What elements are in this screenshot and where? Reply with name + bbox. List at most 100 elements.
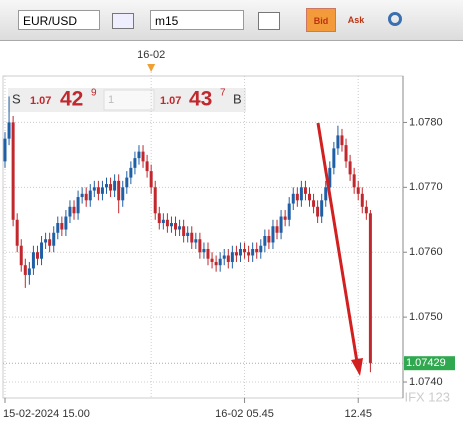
candle-body <box>117 180 121 201</box>
candle-body <box>279 216 283 233</box>
candle-body <box>202 248 206 253</box>
candle-body <box>238 248 242 256</box>
candle-body <box>336 135 340 149</box>
candle-body <box>328 167 332 188</box>
candle-body <box>283 216 287 220</box>
candle-body <box>190 232 194 243</box>
day-marker-label: 16-02 <box>137 49 165 61</box>
lot-input[interactable] <box>103 89 155 111</box>
candle-body <box>344 145 348 162</box>
zoom-icon[interactable] <box>388 12 402 26</box>
buy-pips: 43 <box>189 88 212 111</box>
candle-body <box>194 239 198 243</box>
candle-body <box>316 206 320 217</box>
candle-body <box>251 248 255 256</box>
buy-label: B <box>233 91 242 106</box>
candle-body <box>145 161 149 172</box>
candle-body <box>84 193 88 201</box>
candle-body <box>348 161 352 175</box>
candle-body <box>52 232 56 246</box>
candle-body <box>243 248 247 253</box>
candle-body <box>76 197 80 214</box>
symbol-select[interactable]: EUR/USD <box>18 10 100 30</box>
y-tick-label: 1.0780 <box>409 116 443 128</box>
lot: 1 <box>108 94 114 106</box>
x-tick-label: 16-02 05.45 <box>215 408 274 420</box>
candle-body <box>178 226 182 230</box>
x-tick-label: 15-02-2024 15.00 <box>3 408 90 420</box>
candle-body <box>165 219 169 227</box>
candle-body <box>35 252 39 259</box>
candle-body <box>364 206 368 214</box>
candle-body <box>247 252 251 256</box>
sell-pips: 42 <box>60 88 83 111</box>
candle-body <box>206 248 210 259</box>
timeframe-select[interactable]: m15 <box>150 10 244 30</box>
candle-body <box>368 213 372 364</box>
candle-body <box>320 200 324 217</box>
candle-body <box>340 135 344 146</box>
sell-big-figure: 1.07 <box>30 95 51 107</box>
icon[interactable] <box>112 13 134 29</box>
x-tick-label: 12.45 <box>344 408 372 420</box>
candle-body <box>60 223 64 230</box>
candle-body <box>64 216 68 230</box>
candle-body <box>352 174 356 188</box>
candle-body <box>11 122 15 220</box>
candle-body <box>226 255 230 262</box>
candle-body <box>255 248 259 253</box>
candle-body <box>287 203 291 220</box>
chart-type-icon[interactable] <box>258 12 280 30</box>
watermark: IFX 123 <box>404 389 450 404</box>
toolbar: EUR/USD m15 Bid Ask <box>0 0 463 41</box>
candle-body <box>56 223 60 233</box>
candle-body <box>19 245 23 266</box>
candle-body <box>44 239 48 243</box>
candle-body <box>133 158 137 168</box>
candle-body <box>263 236 267 246</box>
candle-body <box>31 252 35 269</box>
candle-body <box>141 151 145 162</box>
candle-body <box>230 252 234 262</box>
candle-body <box>68 206 72 217</box>
candle-body <box>324 187 328 201</box>
candle-body <box>105 184 108 188</box>
candle-body <box>275 226 279 233</box>
candle-body <box>295 193 299 201</box>
y-tick-label: 1.0740 <box>409 376 443 388</box>
candle-body <box>121 187 125 201</box>
candle-body <box>96 187 100 194</box>
candle-body <box>303 187 307 194</box>
candle-body <box>222 255 226 259</box>
ask-button[interactable]: Ask <box>347 15 365 25</box>
candle-body <box>360 193 364 207</box>
candle-body <box>218 258 222 266</box>
last-price-box <box>404 356 455 371</box>
candle-body <box>15 219 19 246</box>
candle-body <box>198 239 202 253</box>
candle-body <box>137 151 141 159</box>
candle-body <box>100 187 104 194</box>
candle-body <box>40 242 44 259</box>
day-marker <box>147 64 156 72</box>
candle-body <box>23 265 27 275</box>
candle-body <box>3 138 7 162</box>
candle-body <box>267 236 271 243</box>
candle-body <box>214 261 218 266</box>
candle-body <box>72 206 76 214</box>
candle-body <box>234 252 238 256</box>
candle-body <box>182 226 186 236</box>
candle-body <box>174 223 178 230</box>
candle-body <box>186 232 190 236</box>
candle-body <box>312 200 316 207</box>
candle-body <box>27 268 31 275</box>
candle-body <box>109 184 113 191</box>
bid-button[interactable]: Bid <box>306 8 336 32</box>
y-tick-label: 1.0750 <box>409 311 443 323</box>
candle-body <box>125 177 129 188</box>
candle-body <box>299 187 303 201</box>
arrow-shaft <box>316 122 359 363</box>
chart: S 1.07 42 9 1 1.07 43 7 B IFX 123 1.0740… <box>2 49 455 420</box>
candle-body <box>113 180 117 191</box>
candle-body <box>308 193 311 201</box>
